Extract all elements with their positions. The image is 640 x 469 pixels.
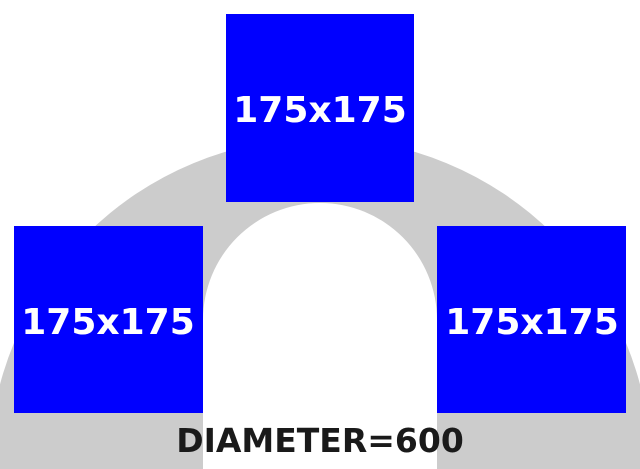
left-box-label: 175x175 <box>21 302 195 343</box>
right-box-label: 175x175 <box>445 302 619 343</box>
top-box-label: 175x175 <box>233 90 407 131</box>
left-box <box>14 226 203 413</box>
diameter-caption: DIAMETER=600 <box>176 421 464 460</box>
right-box <box>437 226 626 413</box>
top-box <box>226 14 414 202</box>
